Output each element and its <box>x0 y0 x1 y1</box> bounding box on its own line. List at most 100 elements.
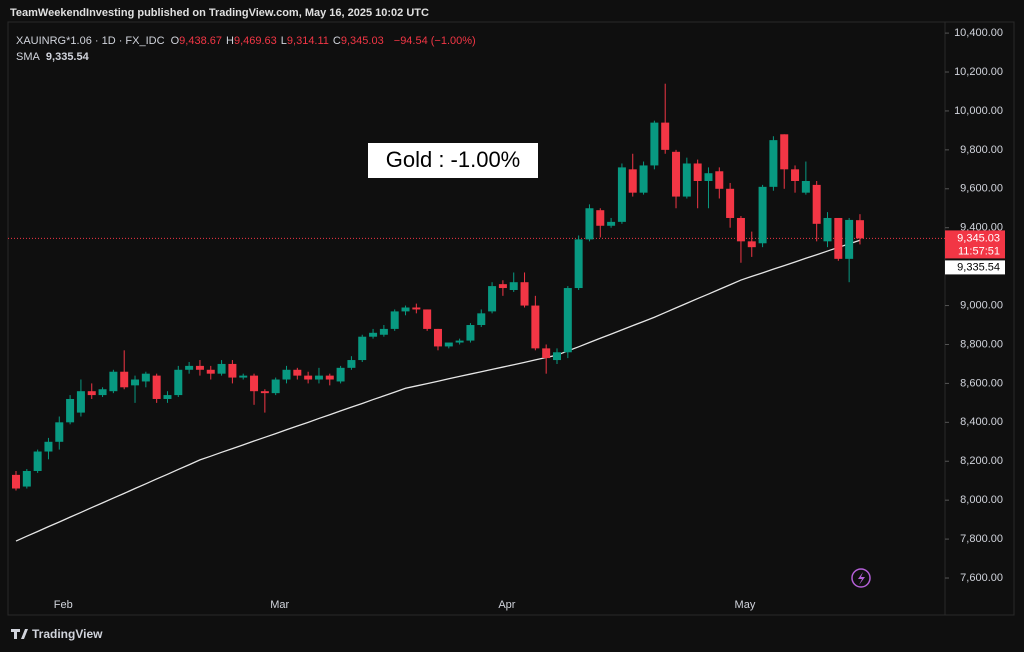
countdown: 11:57:51 <box>958 245 1000 257</box>
annotation: Gold : -1.00% <box>386 147 521 172</box>
candle-body <box>823 217 832 242</box>
candle-body <box>271 379 280 394</box>
brand: TradingView <box>32 627 103 641</box>
sma-price-box <box>945 260 1005 275</box>
candle-body <box>412 307 421 310</box>
candle-body <box>66 398 75 423</box>
last-price-box <box>945 230 1005 259</box>
candle-body <box>33 451 42 471</box>
y-tick-label: 7,800.00 <box>960 533 1003 545</box>
alert-bolt <box>858 572 865 585</box>
candle-body <box>488 286 497 312</box>
candle-body <box>617 167 626 222</box>
candle-body <box>22 470 31 487</box>
legend-value: 9,438.67 <box>179 35 222 47</box>
candle-body <box>120 371 129 388</box>
candle-body <box>433 328 442 347</box>
candle-body <box>736 217 745 242</box>
candle-body <box>87 391 96 396</box>
candle-body <box>239 375 248 378</box>
last-price-label: 9,345.03 <box>957 232 1000 244</box>
candle-body <box>812 184 821 224</box>
candle-body <box>369 332 378 337</box>
candle-body <box>596 210 605 226</box>
candle-body <box>693 163 702 182</box>
legend-key: L <box>280 35 287 47</box>
sma-line <box>15 239 861 542</box>
y-tick-label: 9,600.00 <box>960 183 1003 195</box>
candle-body <box>758 186 767 244</box>
sma-value: 9,335.54 <box>45 51 89 63</box>
candle-body <box>704 173 713 182</box>
y-tick-label: 7,600.00 <box>960 572 1003 584</box>
candle-body <box>228 363 237 378</box>
y-tick-label: 10,200.00 <box>954 66 1003 78</box>
candle-body <box>185 365 194 370</box>
annotation-box <box>368 143 538 178</box>
candle-body <box>390 311 399 329</box>
candle-body <box>834 217 843 259</box>
candle-body <box>98 389 107 396</box>
symbol: XAUINRG*1.06 · 1D · FX_IDC <box>16 35 165 47</box>
candle-body <box>423 309 432 329</box>
candle-body <box>282 369 291 380</box>
legend-value: 9,345.03 <box>340 35 384 47</box>
candle-body <box>682 163 691 197</box>
legend-key: C <box>332 35 341 47</box>
candle-body <box>726 188 735 218</box>
candle-body <box>195 365 204 370</box>
candle-body <box>531 305 540 349</box>
candle-body <box>563 288 572 353</box>
candle-body <box>141 373 150 382</box>
y-tick-label: 8,000.00 <box>960 494 1003 506</box>
candle-body <box>855 220 864 239</box>
brand-logo <box>11 629 28 639</box>
candle-body <box>260 391 269 394</box>
candle-body <box>12 474 20 489</box>
candle-body <box>574 239 583 289</box>
candle-body <box>585 208 594 240</box>
candle-body <box>509 282 518 290</box>
alert-icon <box>851 568 871 588</box>
candle-body <box>152 375 161 399</box>
y-tick-label: 8,400.00 <box>960 416 1003 428</box>
candle-body <box>293 369 302 376</box>
candle-body <box>661 122 670 150</box>
candle-body <box>358 336 367 361</box>
legend-value: 9,314.11 <box>286 35 329 47</box>
candle-body <box>250 375 259 392</box>
y-tick-label: 10,000.00 <box>954 105 1003 117</box>
x-tick-label: Mar <box>270 599 289 611</box>
sma-name: SMA <box>16 51 40 63</box>
ohlc-items: O9,438.67 H9,469.63 L9,314.11 C9,345.03 <box>171 35 388 47</box>
candle-body <box>466 325 475 341</box>
chart-frame <box>7 21 1015 616</box>
candle-body <box>607 221 616 226</box>
candle-body <box>542 348 551 359</box>
candle-body <box>455 340 464 343</box>
ohlc-legend: XAUINRG*1.06 · 1D · FX_IDC O9,438.67 H9,4… <box>16 35 479 47</box>
y-tick-label: 10,400.00 <box>954 27 1003 39</box>
candle-body <box>444 342 453 347</box>
candle-body <box>304 375 313 380</box>
candle-body <box>76 391 85 413</box>
candle-body <box>791 169 800 182</box>
change: −94.54 (−1.00%) <box>393 35 476 47</box>
y-tick-label: 8,800.00 <box>960 338 1003 350</box>
candle-body <box>55 422 64 442</box>
y-tick-label: 8,200.00 <box>960 455 1003 467</box>
candle-body <box>845 219 854 259</box>
candle-body <box>174 369 183 396</box>
candle-body <box>477 313 486 326</box>
sma-legend: SMA 9,335.54 <box>16 51 92 63</box>
candle-body <box>520 282 529 306</box>
candle-body <box>109 371 118 392</box>
candle-body <box>336 367 345 382</box>
published-note: TeamWeekendInvesting published on Tradin… <box>10 7 429 19</box>
y-tick-label: 9,800.00 <box>960 144 1003 156</box>
candle-body <box>347 360 356 368</box>
candle-body <box>131 379 140 386</box>
y-tick-label: 8,600.00 <box>960 377 1003 389</box>
sma-price-label: 9,335.54 <box>957 261 1000 273</box>
